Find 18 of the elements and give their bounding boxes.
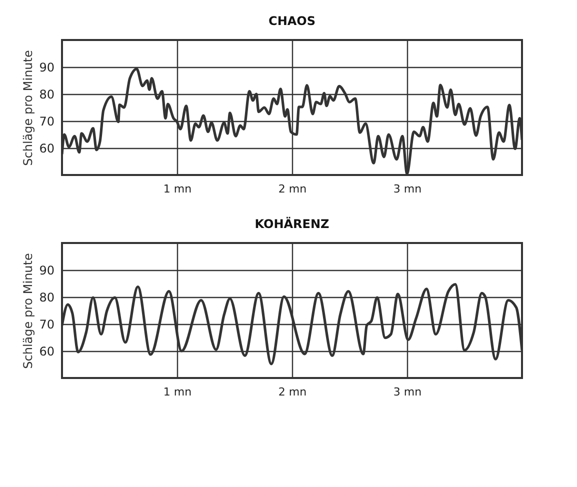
y-tick-label: 90 — [39, 60, 54, 74]
y-tick-label: 60 — [39, 344, 54, 358]
x-tick-label: 1 mn — [163, 182, 192, 196]
chart-title: KOHÄRENZ — [254, 216, 330, 231]
y-tick-label: 80 — [39, 88, 54, 102]
x-tick-label: 3 mn — [393, 182, 422, 196]
x-tick-label: 3 mn — [393, 386, 422, 398]
y-tick-label: 80 — [39, 290, 54, 304]
y-tick-label: 70 — [39, 114, 54, 128]
y-tick-label: 70 — [39, 318, 54, 332]
x-tick-label: 2 mn — [278, 386, 307, 398]
y-axis-title: Schläge pro Minute — [21, 253, 36, 369]
y-tick-label: 60 — [39, 142, 54, 156]
x-tick-label: 2 mn — [278, 182, 307, 196]
y-tick-label: 90 — [39, 264, 54, 278]
chart-title: CHAOS — [268, 14, 316, 28]
y-axis-title: Schläge pro Minute — [21, 50, 36, 166]
x-tick-label: 1 mn — [163, 386, 192, 398]
